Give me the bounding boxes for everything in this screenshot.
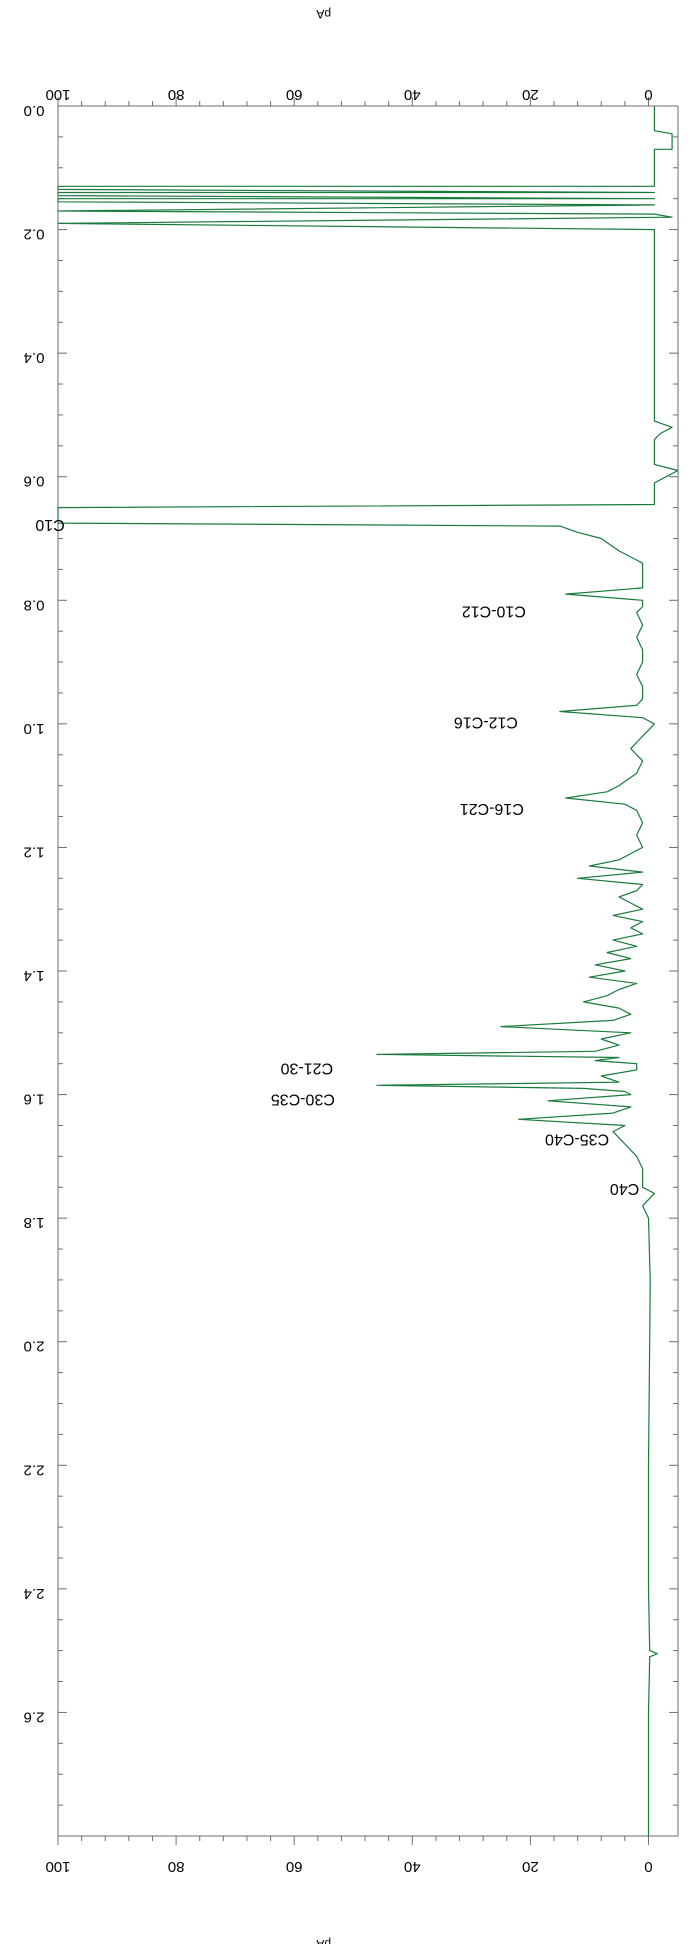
y-tick-label: 0 — [644, 1858, 652, 1875]
y-tick-label: 80 — [168, 86, 185, 103]
x-tick-label: 2.2 — [24, 1461, 45, 1478]
y-tick-label: 0 — [644, 86, 652, 103]
x-tick-label: 1.0 — [24, 720, 45, 737]
x-tick-label: 1.4 — [24, 967, 45, 984]
y-tick-label: 60 — [286, 1858, 303, 1875]
y-tick-label: 40 — [404, 1858, 421, 1875]
x-tick-label: 2.0 — [24, 1338, 45, 1355]
y-tick-label: 60 — [286, 86, 303, 103]
y-tick-label: 20 — [522, 86, 539, 103]
y-tick-label: 40 — [404, 86, 421, 103]
peak-label: C35-C40 — [545, 1131, 609, 1148]
plot-frame — [57, 105, 679, 1837]
chromatogram-trace — [57, 106, 679, 1836]
peak-label: C16-C21 — [460, 800, 524, 817]
peak-label: C30-C35 — [271, 1090, 335, 1107]
peak-label: C10 — [35, 516, 64, 533]
peak-label: C21-30 — [281, 1060, 334, 1077]
peak-label: C10-C12 — [462, 602, 526, 619]
y-axis-title: pA — [316, 1937, 331, 1944]
x-tick-label: 0.8 — [24, 596, 45, 613]
x-tick-label: 2.6 — [24, 1708, 45, 1725]
x-tick-label: 0.0 — [24, 102, 45, 119]
y-axis-title: pA — [316, 7, 331, 21]
x-tick-label: 1.2 — [24, 843, 45, 860]
y-tick-label: 20 — [522, 1858, 539, 1875]
x-tick-label: 2.4 — [24, 1585, 45, 1602]
x-tick-label: 0.4 — [24, 349, 45, 366]
y-tick-label: 100 — [45, 1858, 70, 1875]
y-tick-label: 100 — [45, 86, 70, 103]
peak-label: C12-C16 — [454, 714, 518, 731]
x-tick-label: 0.2 — [24, 226, 45, 243]
y-tick-label: 80 — [168, 1858, 185, 1875]
x-tick-label: 1.8 — [24, 1214, 45, 1231]
x-tick-label: 0.6 — [24, 473, 45, 490]
x-axis-title: Minutes — [0, 950, 3, 992]
peak-label: C40 — [610, 1180, 639, 1197]
x-tick-label: 1.6 — [24, 1091, 45, 1108]
